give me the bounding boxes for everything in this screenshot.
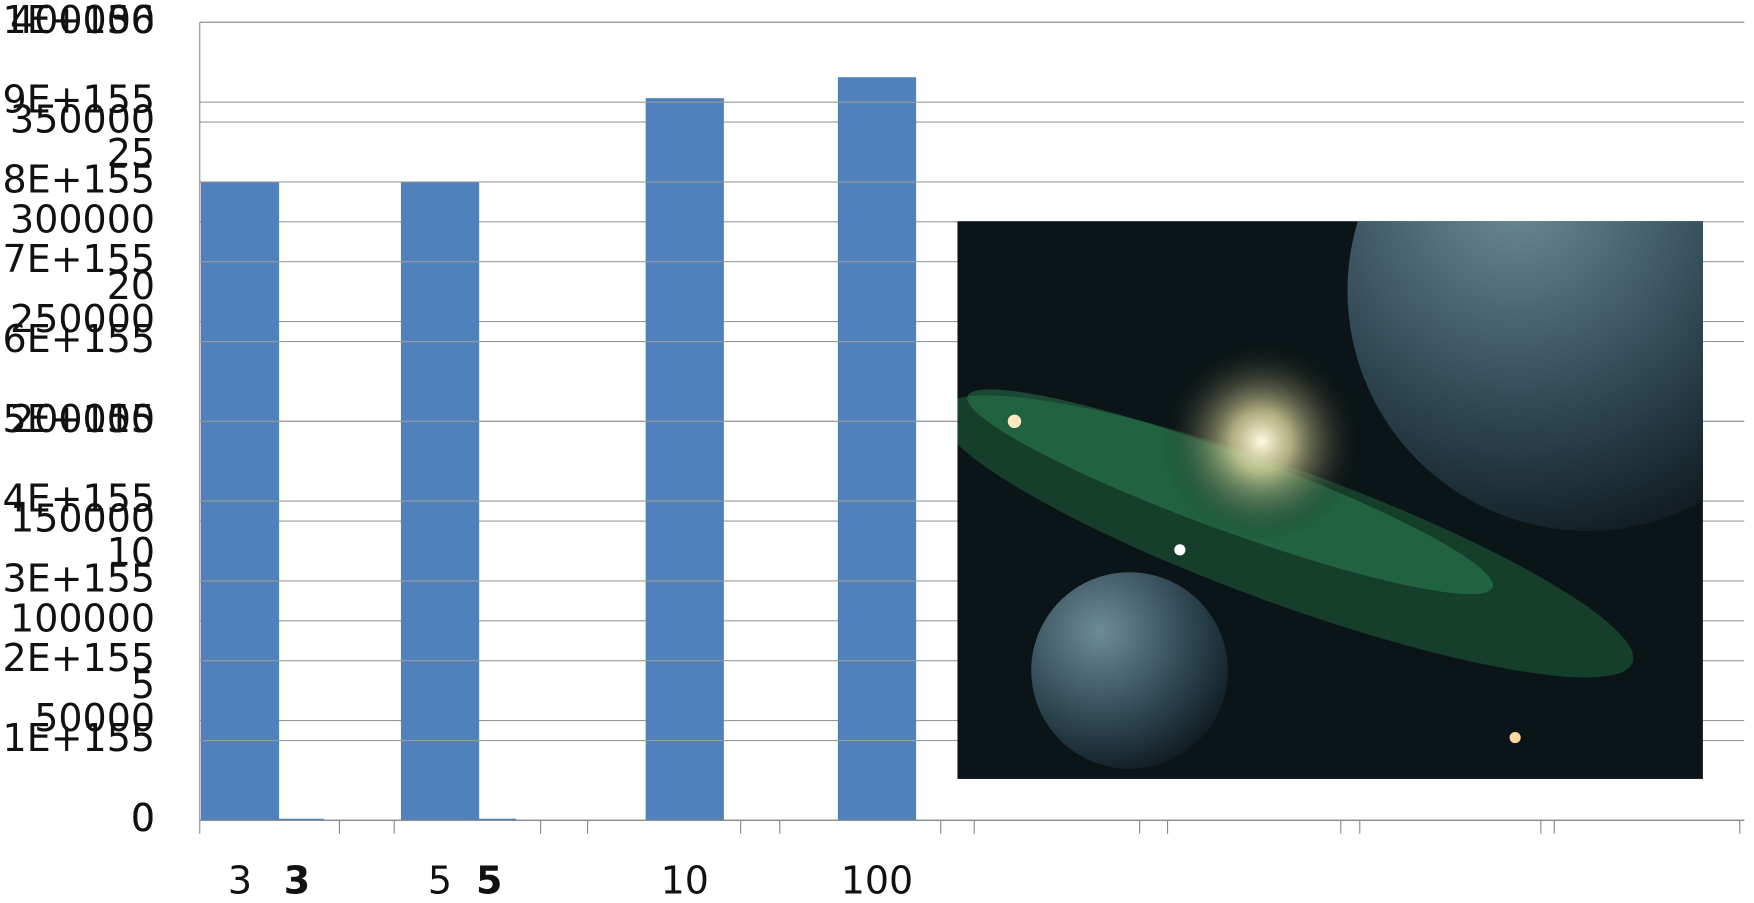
y-tick-label: 30 <box>107 0 155 42</box>
y-tick-label: 0 <box>131 796 155 840</box>
y-tick-label: 10 <box>107 530 155 574</box>
y-tick-label: 15 <box>107 397 155 441</box>
y-tick-label: 25 <box>107 131 155 175</box>
y-tick-label: 6E+155 <box>3 317 156 361</box>
photo <box>917 50 1754 779</box>
y-tick-label: 1E+155 <box>3 716 156 760</box>
y-tick-label: 4E+155 <box>3 477 156 521</box>
x-tick-label: 3 <box>284 858 310 902</box>
y-tick-label: 9E+155 <box>3 78 156 122</box>
y-tick-label: 300000 <box>10 197 155 241</box>
y-tick-label: 5 <box>131 663 155 707</box>
bar <box>646 98 724 820</box>
chart-screenshot: 0500001000001500002000002500003000003500… <box>0 0 1754 903</box>
x-tick-label: 3 <box>228 858 252 902</box>
y-tick-label: 20 <box>107 264 155 308</box>
x-tick-label: 5 <box>428 858 452 902</box>
y-tick-label: 100000 <box>10 596 155 640</box>
x-tick-label: 100 <box>841 858 914 902</box>
x-tick-label: 10 <box>661 858 709 902</box>
x-tick-label: 5 <box>476 858 502 902</box>
bar <box>838 77 916 820</box>
x-axis-ticks <box>200 820 1740 833</box>
